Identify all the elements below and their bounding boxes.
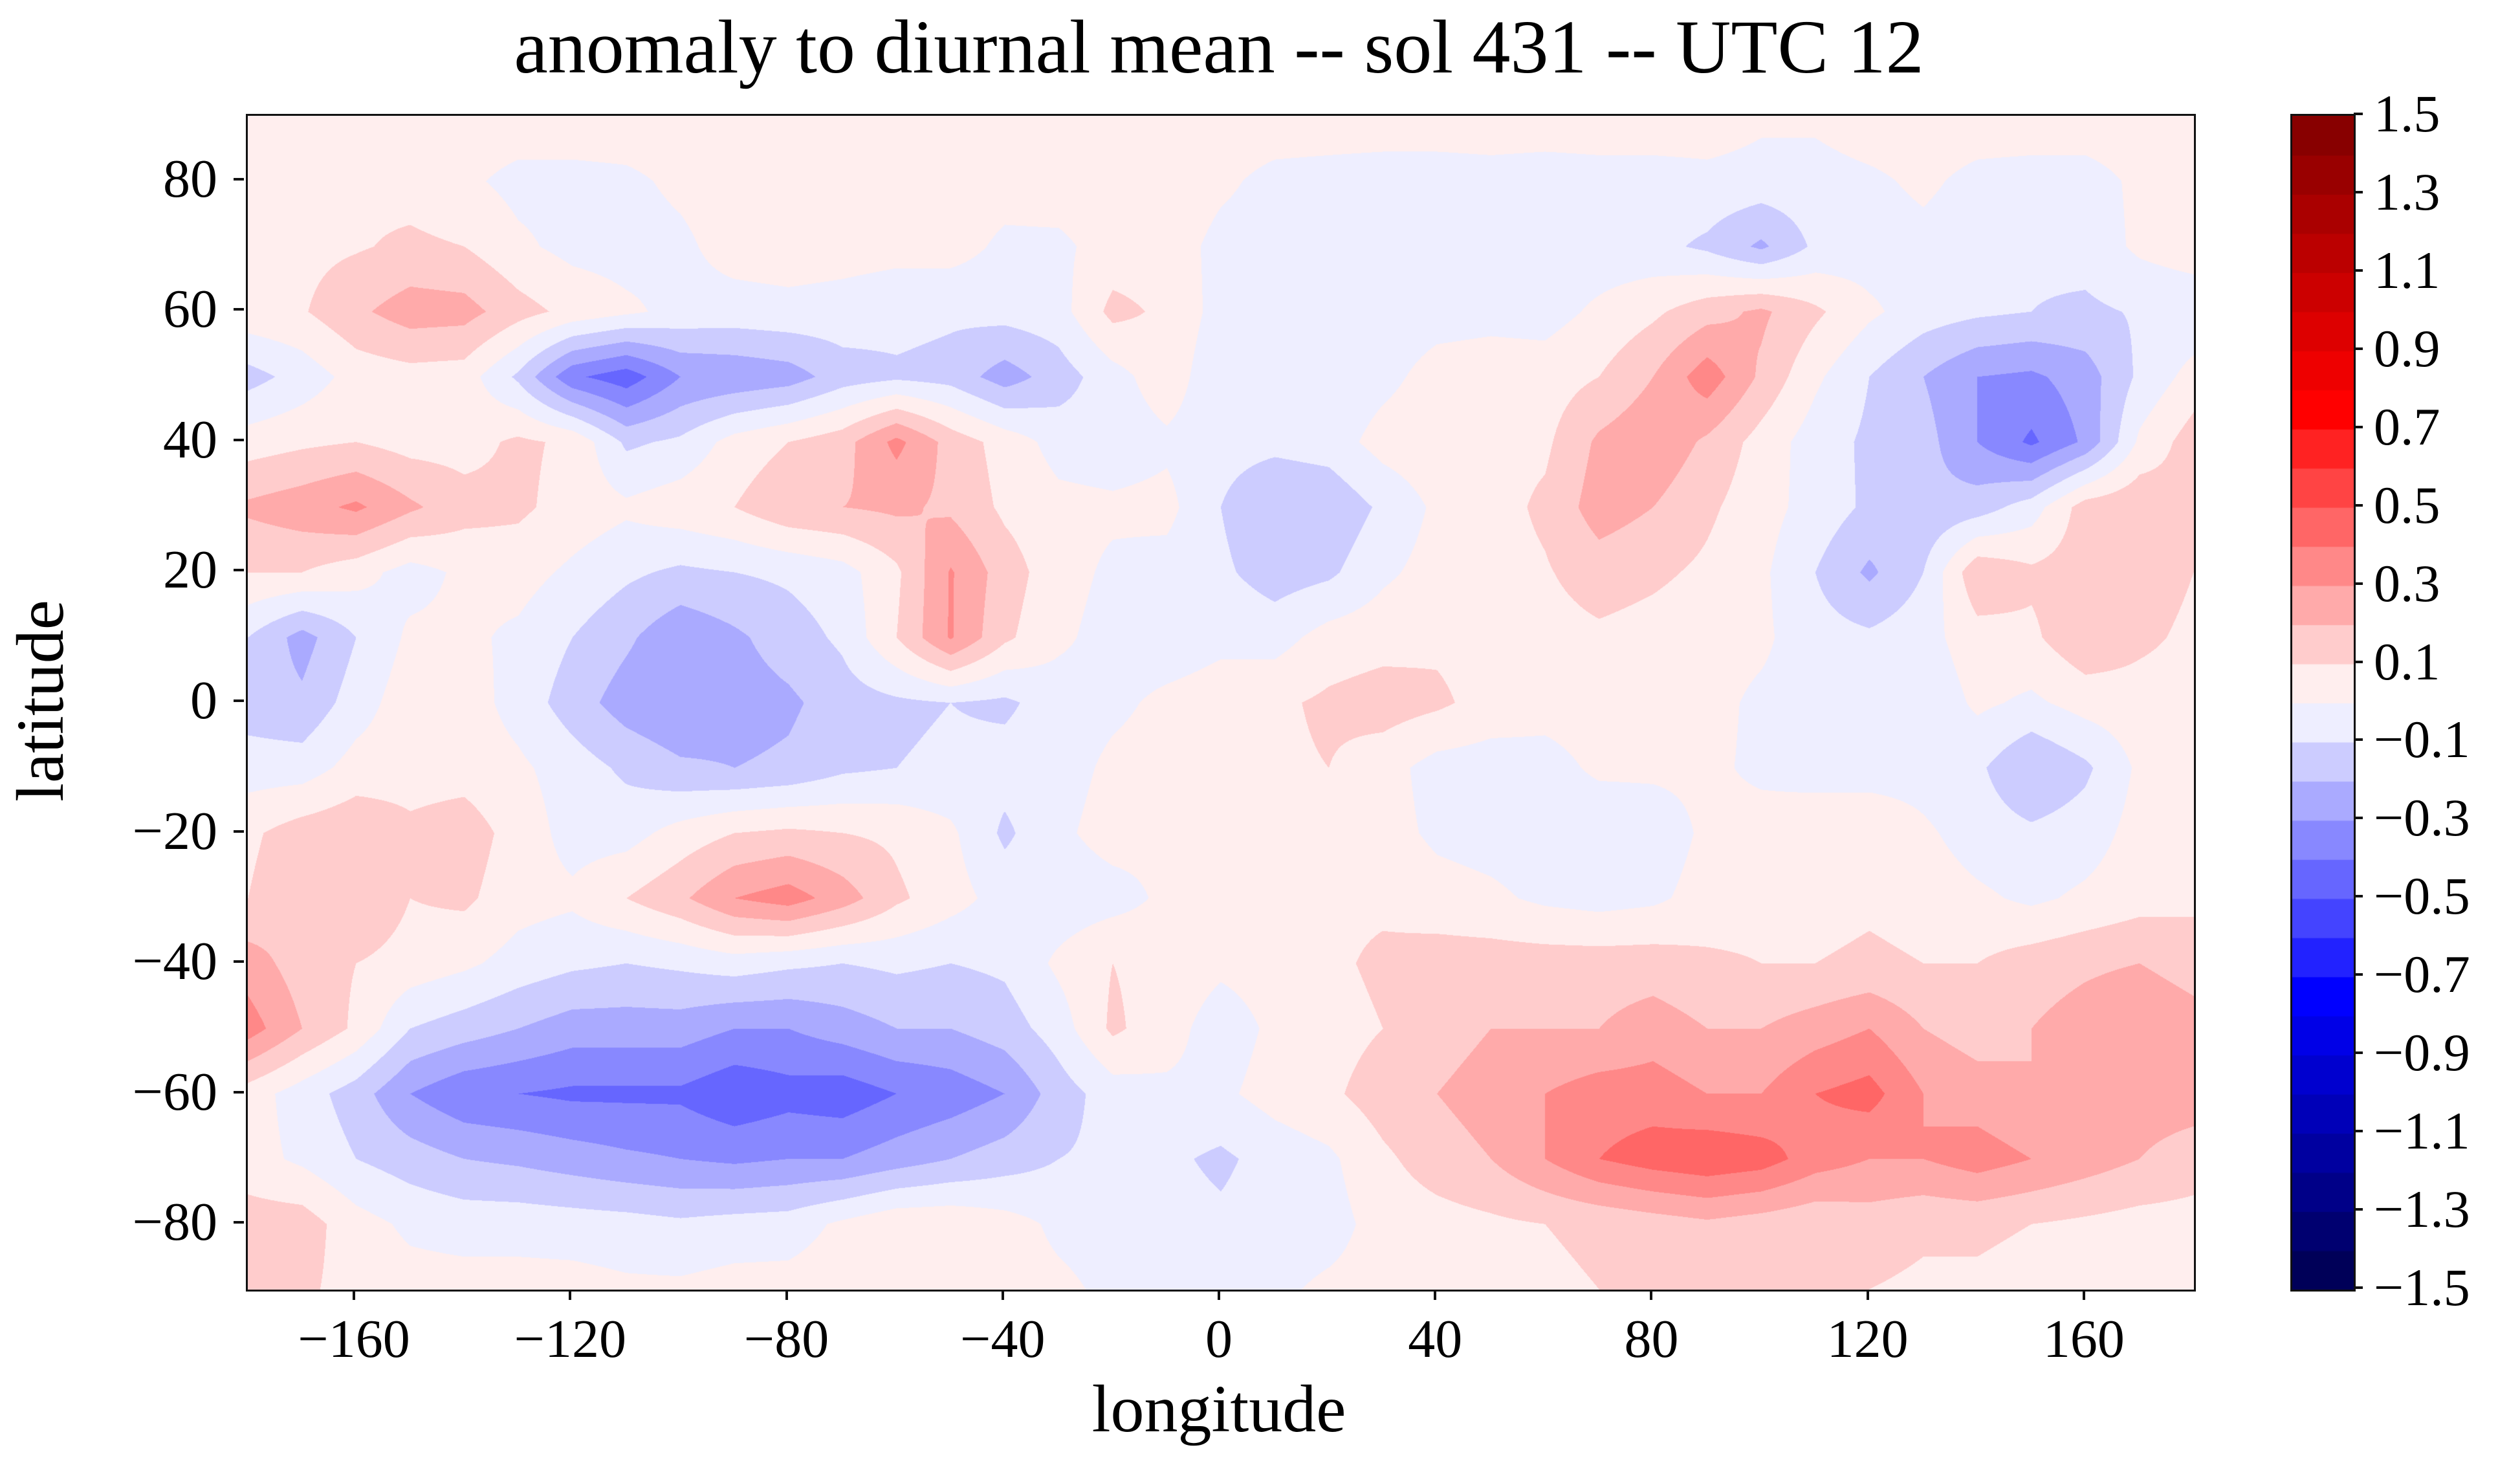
colorbar-canvas [2292, 116, 2354, 1290]
x-tick-mark [1650, 1290, 1653, 1300]
x-tick-label: 80 [1624, 1309, 1679, 1369]
colorbar-tick-label: 0.1 [2374, 632, 2440, 691]
colorbar-tick-label: −1.3 [2374, 1180, 2470, 1239]
colorbar-tick-mark [2354, 503, 2363, 507]
colorbar-tick-label: −0.1 [2374, 710, 2470, 769]
y-tick-label: 80 [163, 148, 217, 209]
x-tick-mark [569, 1290, 572, 1300]
y-tick-mark [234, 830, 244, 833]
y-tick-mark [234, 699, 244, 702]
y-tick-label: −20 [132, 800, 217, 861]
colorbar-tick-label: −1.1 [2374, 1101, 2470, 1161]
colorbar-tick-mark [2354, 1051, 2363, 1055]
y-tick-label: 0 [190, 670, 217, 731]
x-axis-label: longitude [1091, 1372, 1346, 1446]
colorbar-tick-label: 0.9 [2374, 318, 2440, 378]
colorbar-tick-mark [2354, 1286, 2363, 1289]
plot-title: anomaly to diurnal mean -- sol 431 -- UT… [514, 5, 1924, 89]
y-tick-mark [234, 1090, 244, 1094]
y-tick-label: −60 [132, 1061, 217, 1122]
x-tick-label: 120 [1826, 1309, 1909, 1369]
colorbar-tick-label: 0.7 [2374, 397, 2440, 456]
y-tick-label: 60 [163, 279, 217, 340]
colorbar-tick-label: −1.5 [2374, 1258, 2470, 1317]
x-tick-label: −80 [743, 1309, 829, 1369]
y-tick-mark [234, 177, 244, 181]
x-tick-label: −120 [514, 1309, 627, 1369]
x-tick-mark [1001, 1290, 1004, 1300]
colorbar-tick-mark [2354, 425, 2363, 428]
x-tick-mark [2082, 1290, 2085, 1300]
colorbar-tick-mark [2354, 1130, 2363, 1133]
x-tick-label: −40 [960, 1309, 1046, 1369]
x-tick-mark [785, 1290, 788, 1300]
x-tick-label: −160 [298, 1309, 410, 1369]
y-tick-label: −40 [132, 931, 217, 992]
colorbar-tick-mark [2354, 190, 2363, 193]
colorbar-tick-label: 1.3 [2374, 162, 2440, 221]
colorbar-tick-label: 0.5 [2374, 475, 2440, 534]
y-tick-mark [234, 438, 244, 441]
colorbar-tick-mark [2354, 738, 2363, 742]
colorbar-tick-mark [2354, 817, 2363, 820]
colorbar-tick-label: 1.5 [2374, 84, 2440, 143]
x-tick-label: 160 [2043, 1309, 2125, 1369]
y-tick-label: −80 [132, 1192, 217, 1253]
colorbar-tick-mark [2354, 973, 2363, 976]
x-tick-mark [1434, 1290, 1437, 1300]
x-tick-mark [353, 1290, 356, 1300]
colorbar-tick-label: −0.7 [2374, 945, 2470, 1004]
x-tick-mark [1218, 1290, 1220, 1300]
colorbar-tick-label: −0.5 [2374, 866, 2470, 926]
y-tick-label: 20 [163, 540, 217, 600]
colorbar-tick-label: 1.1 [2374, 240, 2440, 300]
plot-area [246, 114, 2196, 1292]
colorbar-tick-mark [2354, 582, 2363, 585]
x-tick-label: 0 [1205, 1309, 1233, 1369]
colorbar-tick-mark [2354, 269, 2363, 272]
colorbar [2290, 114, 2356, 1292]
y-tick-label: 40 [163, 409, 217, 470]
colorbar-tick-mark [2354, 113, 2363, 115]
y-tick-mark [234, 569, 244, 572]
colorbar-tick-mark [2354, 347, 2363, 350]
colorbar-tick-mark [2354, 1208, 2363, 1211]
colorbar-tick-mark [2354, 895, 2363, 898]
colorbar-tick-mark [2354, 660, 2363, 663]
colorbar-tick-label: −0.9 [2374, 1023, 2470, 1083]
y-tick-mark [234, 308, 244, 311]
x-tick-mark [1866, 1290, 1869, 1300]
contour-map-canvas [248, 116, 2194, 1290]
colorbar-tick-label: 0.3 [2374, 553, 2440, 613]
colorbar-tick-label: −0.3 [2374, 788, 2470, 848]
y-tick-mark [234, 1221, 244, 1224]
x-tick-label: 40 [1408, 1309, 1463, 1369]
y-tick-mark [234, 960, 244, 963]
